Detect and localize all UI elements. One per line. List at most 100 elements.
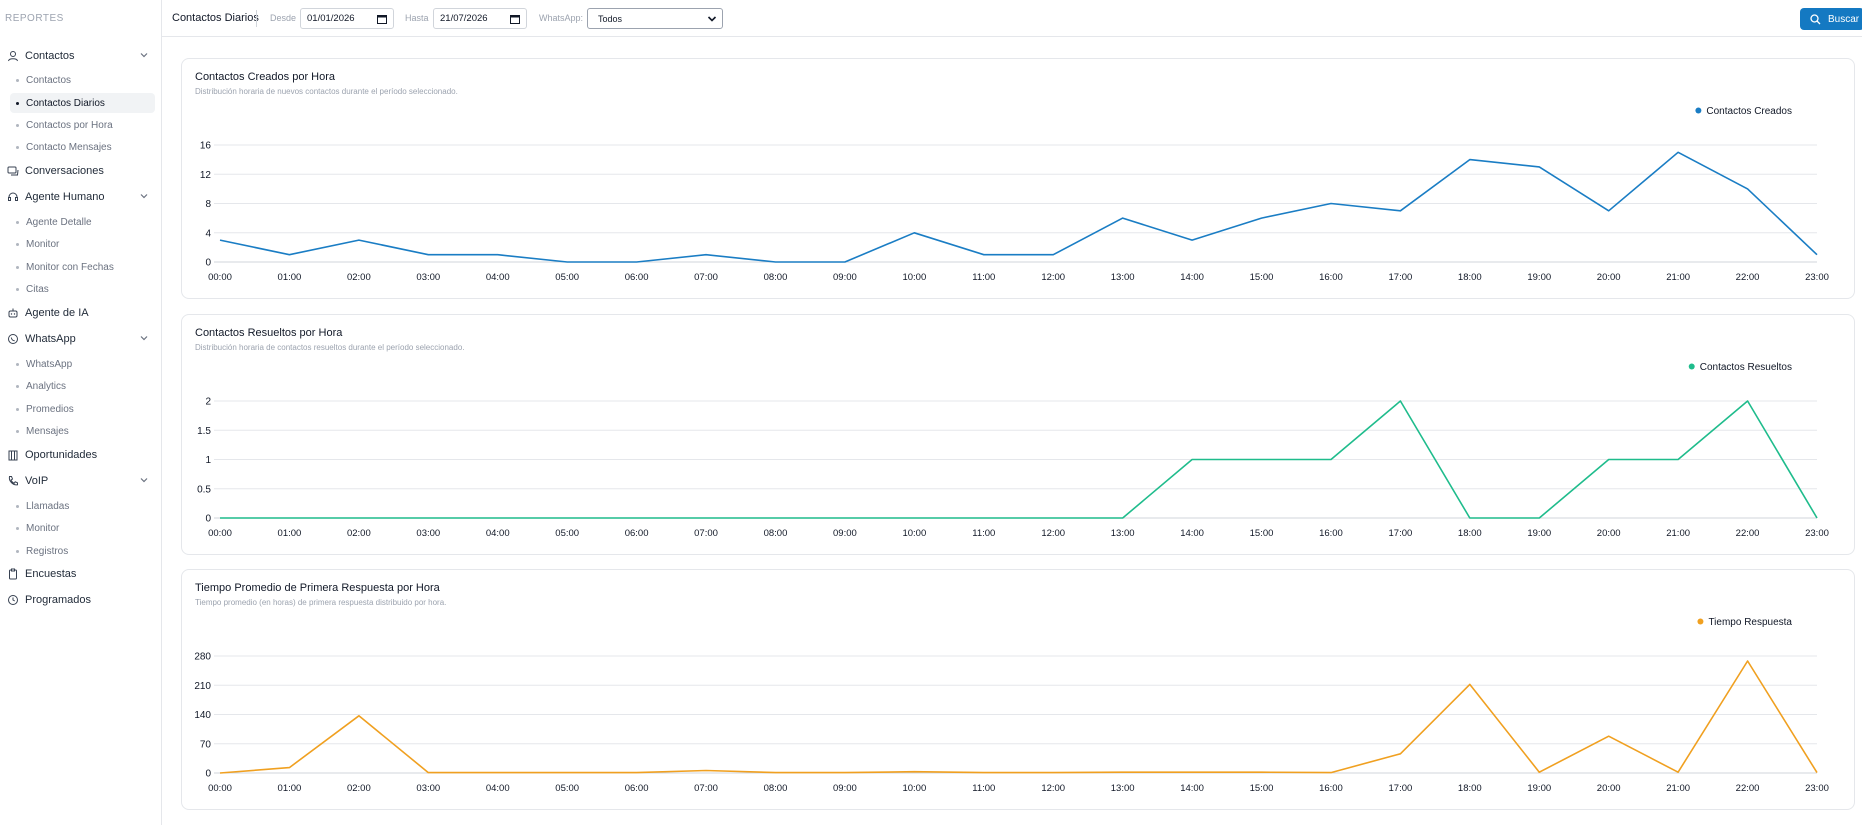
- chevron-down-icon: [707, 16, 717, 22]
- data-point: [705, 769, 707, 771]
- y-tick-label: 2: [205, 397, 211, 408]
- data-point: [774, 517, 776, 519]
- search-icon: [1810, 13, 1821, 24]
- sidebar-item-whatsapp[interactable]: WhatsApp: [10, 354, 155, 374]
- user-icon: [6, 49, 20, 63]
- sidebar-group-label: WhatsApp: [25, 333, 76, 345]
- x-tick-label: 18:00: [1458, 783, 1482, 794]
- x-tick-label: 20:00: [1597, 528, 1621, 539]
- y-tick-label: 1.5: [197, 426, 211, 437]
- sidebar-group-label: Oportunidades: [25, 449, 98, 461]
- sidebar-group-agente-ia[interactable]: Agente de IA: [6, 303, 156, 323]
- sidebar-group-oportunidades[interactable]: Oportunidades: [6, 445, 156, 465]
- data-point: [1052, 253, 1054, 255]
- series-line: [219, 660, 1818, 774]
- chevron-down-icon[interactable]: [138, 474, 150, 486]
- sidebar-item-registros[interactable]: Registros: [10, 541, 155, 561]
- data-point: [913, 771, 915, 773]
- x-tick-label: 01:00: [278, 272, 302, 283]
- data-point: [1191, 239, 1193, 241]
- y-tick-label: 0.5: [197, 484, 211, 495]
- x-tick-label: 02:00: [347, 528, 371, 539]
- chart-title: Tiempo Promedio de Primera Respuesta por…: [195, 582, 440, 594]
- sidebar-title: REPORTES: [5, 13, 64, 24]
- robot-icon: [6, 306, 20, 320]
- sidebar-item-monitor-voip[interactable]: Monitor: [10, 518, 155, 538]
- x-tick-label: 19:00: [1527, 783, 1551, 794]
- x-tick-label: 06:00: [625, 783, 649, 794]
- bullet-icon: [16, 266, 19, 269]
- chat-icon: [6, 164, 20, 178]
- calendar-icon[interactable]: [510, 14, 520, 24]
- x-tick-label: 13:00: [1111, 272, 1135, 283]
- x-tick-label: 12:00: [1041, 528, 1065, 539]
- x-tick-label: 00:00: [208, 783, 232, 794]
- sidebar-item-monitor-con-fechas[interactable]: Monitor con Fechas: [10, 257, 155, 277]
- data-point: [1677, 151, 1679, 153]
- sidebar-group-agente-humano[interactable]: Agente Humano: [6, 187, 156, 207]
- data-point: [983, 253, 985, 255]
- sidebar-item-analytics[interactable]: Analytics: [10, 376, 155, 396]
- data-point: [1607, 210, 1609, 212]
- bullet-icon: [16, 288, 19, 291]
- data-point: [983, 771, 985, 773]
- x-tick-label: 14:00: [1180, 783, 1204, 794]
- sidebar-item-label: Contactos Diarios: [26, 97, 105, 109]
- data-point: [566, 517, 568, 519]
- sidebar-item-monitor[interactable]: Monitor: [10, 234, 155, 254]
- chevron-down-icon[interactable]: [138, 190, 150, 202]
- sidebar-item-llamadas[interactable]: Llamadas: [10, 496, 155, 516]
- x-tick-label: 12:00: [1041, 783, 1065, 794]
- data-point: [1538, 166, 1540, 168]
- calendar-icon[interactable]: [377, 14, 387, 24]
- sidebar-item-contactos[interactable]: Contactos: [10, 70, 155, 90]
- sidebar-group-conversaciones[interactable]: Conversaciones: [6, 161, 156, 181]
- data-point: [1260, 458, 1262, 460]
- data-point: [1607, 458, 1609, 460]
- data-point: [288, 766, 290, 768]
- sidebar-item-promedios[interactable]: Promedios: [10, 399, 155, 419]
- data-point: [219, 517, 221, 519]
- x-tick-label: 22:00: [1736, 528, 1760, 539]
- sidebar-group-voip[interactable]: VoIP: [6, 471, 156, 491]
- x-tick-label: 15:00: [1250, 528, 1274, 539]
- data-point: [913, 232, 915, 234]
- x-tick-label: 11:00: [972, 528, 995, 539]
- to-date-input[interactable]: 21/07/2026: [433, 8, 527, 29]
- from-date-input[interactable]: 01/01/2026: [300, 8, 394, 29]
- x-tick-label: 13:00: [1111, 528, 1135, 539]
- sidebar-item-agente-detalle[interactable]: Agente Detalle: [10, 212, 155, 232]
- search-button[interactable]: Buscar: [1800, 8, 1862, 30]
- x-tick-label: 20:00: [1597, 272, 1621, 283]
- sidebar-group-whatsapp[interactable]: WhatsApp: [6, 329, 156, 349]
- sidebar-group-contactos[interactable]: Contactos: [6, 46, 156, 66]
- headset-icon: [6, 190, 20, 204]
- x-tick-label: 23:00: [1805, 272, 1829, 283]
- sidebar-item-contactos-diarios[interactable]: Contactos Diarios: [10, 93, 155, 113]
- bullet-icon: [16, 124, 19, 127]
- sidebar-item-contactos-por-hora[interactable]: Contactos por Hora: [10, 115, 155, 135]
- chart-card-created: Contactos Creados por Hora Distribución …: [181, 58, 1855, 299]
- sidebar-group-programados[interactable]: Programados: [6, 590, 156, 610]
- sidebar-group-encuestas[interactable]: Encuestas: [6, 564, 156, 584]
- sidebar-item-contacto-mensajes[interactable]: Contacto Mensajes: [10, 137, 155, 157]
- x-tick-label: 02:00: [347, 272, 371, 283]
- chevron-down-icon[interactable]: [138, 49, 150, 61]
- data-point: [358, 517, 360, 519]
- bullet-icon: [16, 505, 19, 508]
- sidebar-group-label: Contactos: [25, 50, 75, 62]
- whatsapp-select-value: Todos: [598, 13, 623, 24]
- legend-label: Tiempo Respuesta: [1708, 617, 1792, 628]
- sidebar-item-citas[interactable]: Citas: [10, 279, 155, 299]
- whatsapp-select[interactable]: Todos: [587, 8, 723, 29]
- x-tick-label: 11:00: [972, 783, 995, 794]
- data-point: [774, 771, 776, 773]
- chevron-down-icon[interactable]: [138, 332, 150, 344]
- x-tick-label: 22:00: [1736, 783, 1760, 794]
- data-point: [1816, 771, 1818, 773]
- sidebar-item-mensajes[interactable]: Mensajes: [10, 421, 155, 441]
- data-point: [1746, 660, 1748, 662]
- sidebar-item-label: Monitor: [26, 522, 60, 534]
- chart-title: Contactos Resueltos por Hora: [195, 327, 343, 339]
- data-point: [288, 253, 290, 255]
